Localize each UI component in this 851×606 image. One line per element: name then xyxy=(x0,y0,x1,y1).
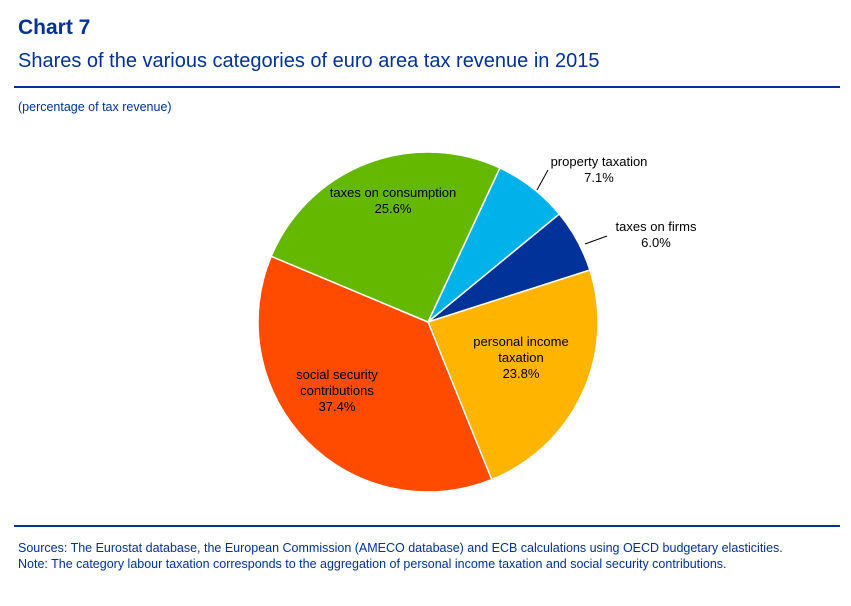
slice-name-label-social-security-contributions: contributions xyxy=(300,383,374,398)
pie-slice-taxes-on-consumption xyxy=(270,151,501,323)
chart-title: Shares of the various categories of euro… xyxy=(18,50,600,72)
slice-value-label-taxes-on-firms: 6.0% xyxy=(641,235,671,250)
slice-name-label-property-taxation: property taxation xyxy=(551,154,648,169)
pie-slice-social-security-contributions xyxy=(257,255,493,493)
sources-note: Sources: The Eurostat database, the Euro… xyxy=(18,541,783,555)
footnotes: Sources: The Eurostat database, the Euro… xyxy=(18,541,833,572)
slice-name-label-taxes-on-firms: taxes on firms xyxy=(616,219,697,234)
leader-line-property-taxation xyxy=(536,169,549,191)
leader-line-taxes-on-firms xyxy=(584,235,608,245)
category-note: Note: The category labour taxation corre… xyxy=(18,556,727,571)
slice-value-label-taxes-on-consumption: 25.6% xyxy=(375,201,412,216)
slice-name-label-personal-income-taxation: taxation xyxy=(498,350,544,365)
slice-value-label-property-taxation: 7.1% xyxy=(584,170,614,185)
slice-name-label-personal-income-taxation: personal income xyxy=(473,334,568,349)
title-divider xyxy=(14,86,840,88)
slice-name-label-social-security-contributions: social security xyxy=(296,367,378,382)
pie-slice-personal-income-taxation xyxy=(427,269,599,481)
footer-divider xyxy=(14,525,840,527)
unit-label: (percentage of tax revenue) xyxy=(18,100,172,114)
slice-value-label-social-security-contributions: 37.4% xyxy=(319,399,356,414)
chart-number: Chart 7 xyxy=(18,16,91,39)
slice-value-label-personal-income-taxation: 23.8% xyxy=(503,366,540,381)
slice-name-label-taxes-on-consumption: taxes on consumption xyxy=(330,185,456,200)
